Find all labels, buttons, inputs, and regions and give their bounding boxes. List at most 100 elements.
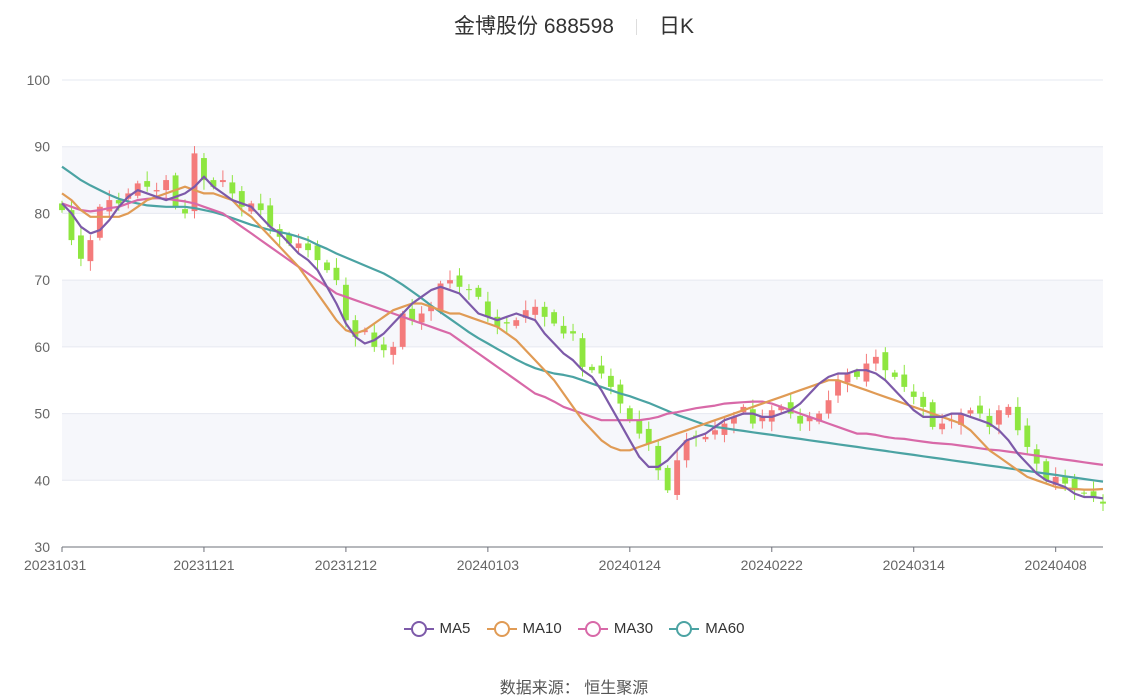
candle-body bbox=[456, 275, 463, 287]
candle-body bbox=[995, 410, 1002, 425]
legend-ma10-icon bbox=[486, 620, 517, 637]
legend-item-ma10[interactable]: MA10 bbox=[486, 620, 562, 637]
data-source: 数据来源： 恒生聚源 bbox=[499, 680, 649, 697]
x-tick-label: 20231031 bbox=[24, 557, 87, 573]
ma30-line bbox=[61, 197, 1104, 466]
candle-body bbox=[144, 181, 151, 187]
candle-body bbox=[816, 413, 823, 422]
candle-body bbox=[409, 308, 416, 321]
title-separator bbox=[635, 19, 637, 35]
candle-body bbox=[68, 210, 75, 241]
y-tick-label: 70 bbox=[34, 272, 50, 288]
candle-body bbox=[570, 331, 576, 334]
candle-body bbox=[854, 371, 860, 377]
candle-body bbox=[286, 234, 293, 244]
candle-body bbox=[153, 190, 160, 192]
chart-title: 金博股份 688598 日K bbox=[0, 10, 1148, 40]
candle-body bbox=[1014, 406, 1021, 431]
candle-body bbox=[939, 423, 946, 430]
candle-body bbox=[191, 153, 198, 212]
stock-name-code: 金博股份 688598 bbox=[454, 15, 614, 38]
candle-body bbox=[390, 346, 397, 355]
y-tick-label: 40 bbox=[34, 472, 50, 488]
candle-body bbox=[305, 243, 311, 251]
legend-ma5-icon bbox=[403, 620, 434, 637]
candle-body bbox=[1081, 492, 1088, 494]
candle-body bbox=[1071, 478, 1078, 491]
candle-body bbox=[806, 416, 813, 422]
candle-body bbox=[1043, 461, 1050, 481]
candle-body bbox=[295, 243, 302, 249]
y-tick-label: 50 bbox=[34, 406, 50, 422]
candle-body bbox=[437, 283, 444, 312]
x-tick-label: 20231212 bbox=[315, 557, 378, 573]
candle-body bbox=[910, 391, 917, 397]
y-tick-label: 100 bbox=[27, 72, 51, 88]
candle-body bbox=[532, 306, 539, 315]
candle-body bbox=[503, 322, 510, 324]
candle-body bbox=[418, 313, 425, 323]
candle-body bbox=[589, 366, 595, 371]
candle-body bbox=[882, 352, 889, 371]
legend-ma60-icon bbox=[669, 620, 700, 637]
candle-body bbox=[257, 203, 264, 211]
legend-ma10-label: MA10 bbox=[522, 620, 562, 637]
candle-body bbox=[352, 320, 359, 337]
candle-body bbox=[513, 320, 520, 326]
candle-body bbox=[380, 344, 387, 351]
legend-item-ma30[interactable]: MA30 bbox=[577, 620, 653, 637]
candle-body bbox=[977, 405, 983, 414]
candle-body bbox=[106, 200, 113, 212]
candle-body bbox=[702, 436, 709, 440]
period-label: 日K bbox=[658, 15, 694, 38]
candle-body bbox=[560, 325, 567, 334]
candle-body bbox=[730, 416, 737, 424]
candle-body bbox=[797, 415, 804, 424]
candle-body bbox=[210, 180, 217, 187]
x-tick-label: 20240314 bbox=[883, 557, 946, 573]
candle-body bbox=[182, 209, 188, 214]
candle-body bbox=[749, 409, 756, 424]
candle-body bbox=[901, 374, 908, 387]
ma10-line bbox=[61, 185, 1104, 491]
candle-body bbox=[447, 280, 453, 284]
candle-body bbox=[1052, 476, 1059, 485]
y-tick-label: 80 bbox=[34, 205, 50, 221]
candle-body bbox=[1005, 406, 1012, 415]
candle-body bbox=[579, 338, 586, 367]
candle-body bbox=[219, 180, 226, 183]
candle-body bbox=[626, 408, 633, 421]
candle-body bbox=[986, 415, 993, 427]
y-tick-label: 30 bbox=[34, 539, 50, 555]
candle-body bbox=[683, 440, 690, 461]
candle-body bbox=[267, 205, 274, 227]
x-tick-label: 20240103 bbox=[457, 557, 520, 573]
legend-ma5-label: MA5 bbox=[439, 620, 471, 637]
legend-item-ma60[interactable]: MA60 bbox=[669, 620, 744, 637]
legend-ma30-icon bbox=[577, 620, 608, 637]
grid-band bbox=[62, 413, 1103, 481]
legend-ma60-label: MA60 bbox=[705, 620, 745, 637]
candle-body bbox=[835, 380, 841, 396]
chart-legend: MA5 MA10 MA30 MA60 bbox=[0, 620, 1148, 641]
candle-body bbox=[778, 406, 785, 411]
candle-body bbox=[163, 180, 170, 191]
candle-body bbox=[484, 301, 491, 317]
candle-body bbox=[399, 313, 406, 347]
candle-body bbox=[636, 420, 643, 434]
candle-body bbox=[967, 410, 974, 414]
candle-body bbox=[238, 191, 245, 207]
candle-body bbox=[494, 316, 501, 327]
legend-item-ma5[interactable]: MA5 bbox=[403, 620, 471, 637]
candle-body bbox=[664, 467, 671, 491]
candle-body bbox=[428, 306, 435, 312]
candle-body bbox=[607, 375, 614, 387]
candle-body bbox=[1090, 491, 1097, 497]
candle-body bbox=[96, 206, 103, 238]
candle-body bbox=[466, 289, 472, 291]
candle-body bbox=[551, 312, 558, 324]
candle-body bbox=[825, 400, 832, 414]
x-tick-label: 20231121 bbox=[173, 557, 234, 573]
x-tick-label: 20240222 bbox=[741, 557, 804, 573]
candle-body bbox=[314, 245, 321, 261]
